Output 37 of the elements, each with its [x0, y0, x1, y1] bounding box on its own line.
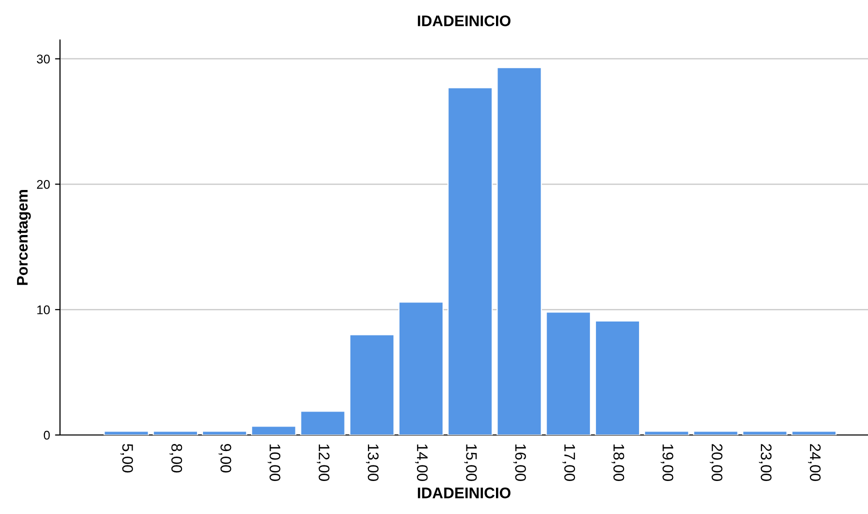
bar [546, 312, 592, 435]
bar [251, 426, 296, 435]
bar [791, 430, 837, 435]
y-tick-label: 0 [44, 430, 50, 440]
x-tick-label: 10,00 [268, 444, 280, 481]
bar [398, 302, 444, 435]
x-tick-label: 18,00 [612, 444, 624, 481]
y-tick-label: 20 [37, 180, 50, 189]
bar [644, 430, 690, 435]
bar [349, 334, 395, 435]
x-tick-label: 20,00 [710, 444, 722, 481]
bar [202, 430, 248, 435]
bar [693, 430, 738, 435]
y-tick-label: 10 [37, 305, 50, 314]
y-axis-title: Porcentagem [17, 190, 31, 285]
bar [152, 430, 198, 435]
bar [594, 320, 640, 435]
bar [300, 410, 346, 435]
x-tick-label: 9,00 [218, 444, 232, 472]
chart-title: IDADEINICIO [418, 15, 510, 26]
bar [496, 67, 542, 435]
bar [447, 87, 493, 435]
x-axis-title: IDADEINICIO [418, 488, 510, 498]
x-tick-label: 16,00 [513, 444, 526, 481]
x-tick-label: 14,00 [415, 444, 428, 481]
bar [104, 430, 149, 435]
x-tick-label: 17,00 [562, 444, 576, 481]
x-tick-label: 23,00 [758, 444, 772, 481]
x-tick-label: 8,00 [170, 444, 182, 472]
y-tick-label: 30 [36, 54, 50, 64]
x-tick-label: 12,00 [316, 444, 330, 481]
x-tick-label: 13,00 [366, 444, 379, 481]
x-tick-label: 15,00 [464, 444, 477, 481]
x-tick-label: 5,00 [120, 444, 134, 472]
bar [742, 430, 788, 435]
x-tick-label: 19,00 [660, 444, 674, 481]
x-tick-label: 24,00 [808, 444, 821, 481]
